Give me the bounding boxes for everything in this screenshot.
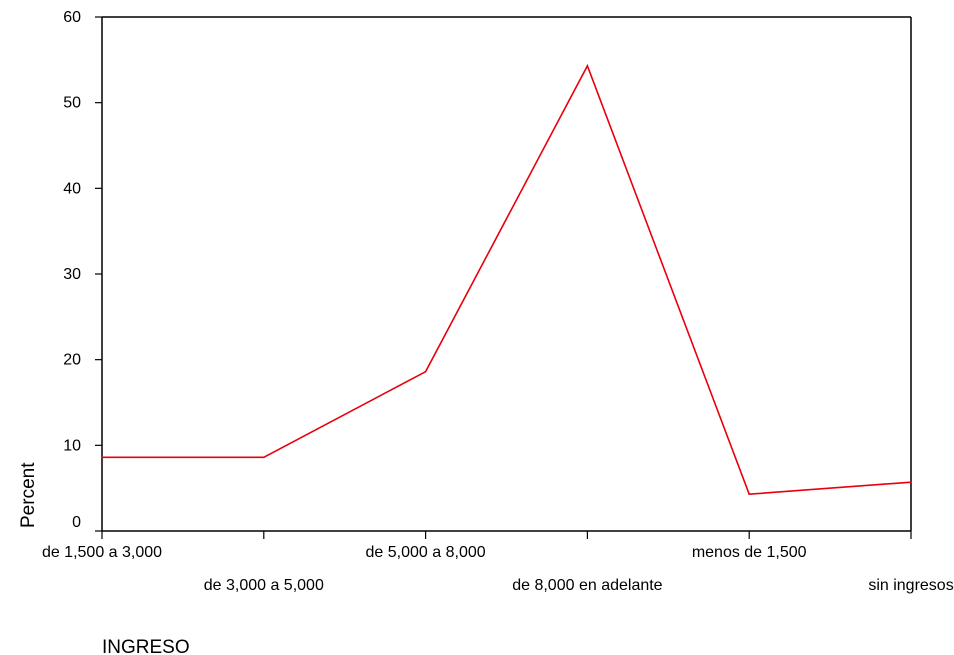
y-tick-label: 40	[63, 180, 81, 197]
plot-frame	[101, 16, 912, 532]
data-point	[748, 493, 750, 495]
data-point	[101, 456, 103, 459]
x-tick-label: de 3,000 a 5,000	[204, 577, 324, 594]
y-tick-label: 60	[63, 9, 81, 26]
x-tick-label: menos de 1,500	[692, 544, 807, 561]
y-axis: 0 10 20 30 40 50 60	[63, 9, 102, 532]
y-tick-label: 50	[63, 95, 81, 112]
x-tick-label: de 1,500 a 3,000	[42, 544, 162, 561]
x-tick-label: de 5,000 a 8,000	[366, 544, 486, 561]
y-tick-label: 30	[63, 266, 81, 283]
data-point	[263, 456, 265, 459]
y-axis-title: Percent	[18, 462, 39, 528]
x-axis: de 1,500 a 3,000 de 3,000 a 5,000 de 5,000…	[42, 531, 954, 594]
y-tick-label: 0	[72, 514, 81, 531]
x-tick-label: de 8,000 en adelante	[512, 577, 662, 594]
data-point	[586, 65, 589, 67]
y-tick-label: 10	[63, 437, 81, 454]
x-tick-label: sin ingresos	[868, 577, 953, 594]
series-layer	[101, 63, 912, 496]
series-line	[102, 63, 912, 496]
x-axis-title: INGRESO	[102, 637, 190, 655]
y-tick-label: 20	[63, 352, 81, 369]
data-point	[910, 481, 912, 483]
data-point	[424, 370, 427, 373]
